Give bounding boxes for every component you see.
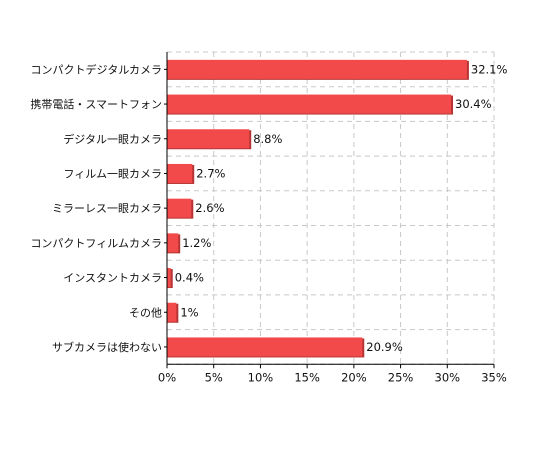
value-label: 1%: [180, 305, 198, 319]
category-label: デジタル一眼カメラ: [63, 132, 162, 146]
x-tick-label: 15%: [294, 370, 320, 384]
x-tick-label: 0%: [158, 370, 176, 384]
category-label: ミラーレス一眼カメラ: [52, 202, 162, 215]
value-label: 1.2%: [182, 236, 211, 250]
category-label: フィルム一眼カメラ: [63, 167, 162, 180]
bar: [167, 302, 177, 322]
x-tick-label: 10%: [248, 370, 274, 384]
grid: [167, 51, 495, 365]
value-label: 8.8%: [253, 132, 282, 146]
bar: [167, 268, 171, 288]
bar: [167, 59, 467, 79]
bar: [167, 163, 193, 183]
value-label: 30.4%: [455, 97, 492, 111]
value-label: 20.9%: [366, 340, 403, 354]
bar: [167, 337, 363, 357]
labels: 32.1% コンパクトデジタルカメラ 30.4% 携帯電話・スマートフォン 8.8% デジ…: [30, 62, 507, 384]
bar: [167, 198, 192, 218]
axes: [164, 52, 495, 369]
category-label: コンパクトフィルムカメラ: [30, 237, 162, 250]
category-label: インスタントカメラ: [63, 272, 162, 285]
category-label: 携帯電話・スマートフォン: [30, 97, 162, 111]
value-label: 32.1%: [471, 62, 508, 76]
x-tick-label: 35%: [481, 370, 507, 384]
value-label: 0.4%: [175, 271, 204, 285]
bar: [167, 233, 179, 253]
category-label: サブカメラは使わない: [52, 340, 162, 354]
category-label: その他: [129, 306, 162, 319]
bar: [167, 129, 250, 149]
value-label: 2.6%: [195, 201, 224, 215]
bars: [167, 59, 469, 358]
x-tick-label: 20%: [341, 370, 367, 384]
x-tick-label: 30%: [435, 370, 461, 384]
x-tick-label: 25%: [388, 370, 414, 384]
x-tick-label: 5%: [205, 370, 223, 384]
category-label: コンパクトデジタルカメラ: [31, 62, 162, 76]
bar: [167, 94, 452, 114]
value-label: 2.7%: [196, 166, 225, 180]
